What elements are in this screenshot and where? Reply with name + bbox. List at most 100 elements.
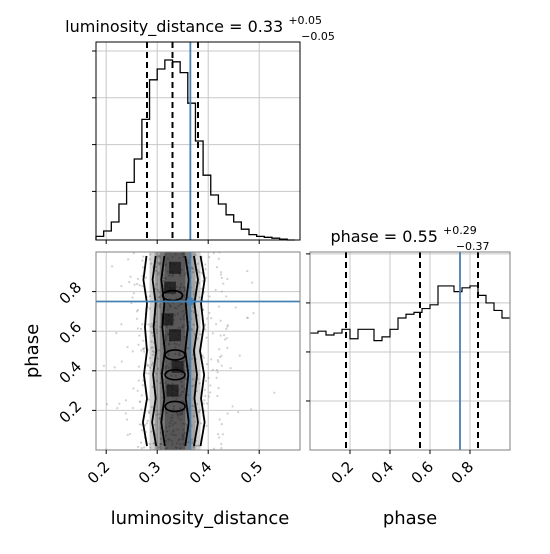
scatter-point: [218, 418, 221, 421]
scatter-point: [204, 394, 207, 398]
scatter-point: [132, 292, 135, 295]
scatter-point: [166, 365, 169, 368]
scatter-point: [197, 444, 200, 447]
scatter-point: [149, 446, 152, 449]
scatter-point: [157, 357, 160, 360]
scatter-point: [220, 423, 223, 426]
scatter-point: [164, 439, 168, 443]
scatter-point: [150, 323, 154, 326]
scatter-point: [206, 317, 209, 320]
scatter-point: [191, 384, 194, 388]
scatter-point: [157, 412, 160, 416]
scatter-point: [174, 352, 177, 355]
scatter-point: [157, 367, 160, 370]
scatter-point: [157, 447, 160, 450]
scatter-point: [219, 355, 222, 359]
scatter-point: [181, 385, 184, 389]
scatter-point: [223, 338, 227, 341]
luminosity-distance-title-sub: −0.05: [301, 30, 335, 43]
scatter-point: [210, 317, 213, 320]
scatter-point: [205, 336, 208, 339]
scatter-point: [217, 387, 220, 390]
scatter-point: [147, 364, 150, 368]
scatter-point: [182, 400, 185, 403]
scatter-point: [140, 441, 143, 444]
scatter-point: [164, 426, 168, 429]
scatter-point: [196, 337, 199, 340]
scatter-point: [273, 391, 276, 394]
scatter-point: [187, 441, 190, 444]
scatter-point: [140, 423, 143, 426]
scatter-point: [179, 274, 182, 277]
scatter-point: [154, 265, 158, 269]
scatter-point: [172, 433, 175, 437]
scatter-point: [183, 289, 187, 292]
scatter-point: [182, 428, 185, 431]
scatter-point: [159, 427, 162, 430]
right-panel-frame: [309, 251, 511, 451]
scatter-point: [200, 287, 203, 291]
density-cell-4: [166, 384, 179, 397]
phase-x-tick-label-0: 0.2: [328, 458, 358, 488]
joint-y-tick-label-2: 0.6: [56, 318, 86, 348]
scatter-point: [164, 277, 167, 281]
scatter-point: [175, 343, 178, 346]
scatter-point: [151, 361, 154, 365]
scatter-point: [105, 403, 109, 406]
scatter-point: [127, 258, 130, 261]
scatter-point: [182, 443, 185, 446]
scatter-point: [175, 307, 178, 310]
scatter-point: [194, 420, 197, 423]
scatter-point: [141, 284, 144, 288]
luminosity-distance-title: luminosity_distance = 0.33 +0.05 −0.05: [65, 9, 335, 43]
scatter-point: [158, 263, 161, 266]
scatter-point: [159, 437, 163, 441]
scatter-point: [129, 275, 132, 278]
scatter-point: [191, 267, 195, 270]
scatter-point: [159, 442, 162, 445]
scatter-point: [181, 437, 185, 440]
scatter-point: [198, 270, 201, 274]
scatter-point: [226, 325, 229, 328]
scatter-point: [205, 424, 208, 427]
scatter-point: [128, 432, 132, 436]
scatter-point: [209, 391, 212, 394]
scatter-point: [136, 445, 140, 448]
scatter-point: [143, 347, 146, 350]
scatter-point: [212, 252, 215, 255]
phase-title-sup: +0.29: [443, 224, 477, 237]
scatter-point: [174, 433, 177, 437]
scatter-point: [182, 435, 185, 438]
scatter-point: [155, 328, 158, 332]
top-panel-frame: [95, 41, 301, 241]
scatter-point: [135, 282, 139, 286]
scatter-point: [158, 445, 161, 449]
scatter-point: [184, 422, 187, 426]
scatter-point: [151, 353, 154, 356]
scatter-point: [143, 350, 146, 353]
scatter-point: [155, 379, 159, 382]
scatter-point: [155, 269, 158, 273]
scatter-point: [185, 424, 188, 427]
contour-island-3: [161, 289, 184, 302]
scatter-point: [166, 308, 169, 311]
scatter-point: [208, 295, 211, 298]
y-axis-label-phase: phase: [22, 324, 43, 378]
scatter-point: [246, 270, 249, 273]
scatter-point: [147, 372, 150, 375]
scatter-point: [173, 306, 176, 309]
scatter-point: [171, 416, 174, 419]
scatter-point: [177, 326, 181, 329]
scatter-point: [151, 334, 155, 337]
scatter-point: [201, 354, 204, 357]
scatter-point: [208, 311, 211, 314]
scatter-point: [169, 362, 172, 365]
scatter-point: [163, 279, 166, 282]
scatter-point: [176, 312, 179, 315]
scatter-point: [141, 266, 145, 269]
scatter-point: [199, 333, 202, 336]
scatter-point: [125, 418, 129, 421]
scatter-point: [149, 325, 152, 328]
scatter-point: [137, 343, 140, 346]
scatter-point: [181, 253, 184, 256]
